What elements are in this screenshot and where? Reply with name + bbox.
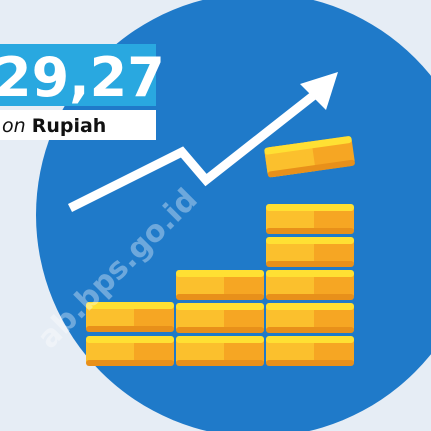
value-text: 29,27 xyxy=(0,46,165,109)
coin-stack xyxy=(266,204,354,366)
illustration: ab.bps.go.id 29,27 on Rupiah xyxy=(0,0,431,431)
page: ab.bps.go.id 29,27 on Rupiah (() => { co… xyxy=(0,0,431,431)
unit-prefix: on xyxy=(2,115,26,137)
unit: Rupiah xyxy=(32,115,107,137)
scene: ab.bps.go.id 29,27 on Rupiah xyxy=(0,0,431,431)
unit-text: on Rupiah xyxy=(2,115,106,137)
coin-stack xyxy=(176,270,264,366)
